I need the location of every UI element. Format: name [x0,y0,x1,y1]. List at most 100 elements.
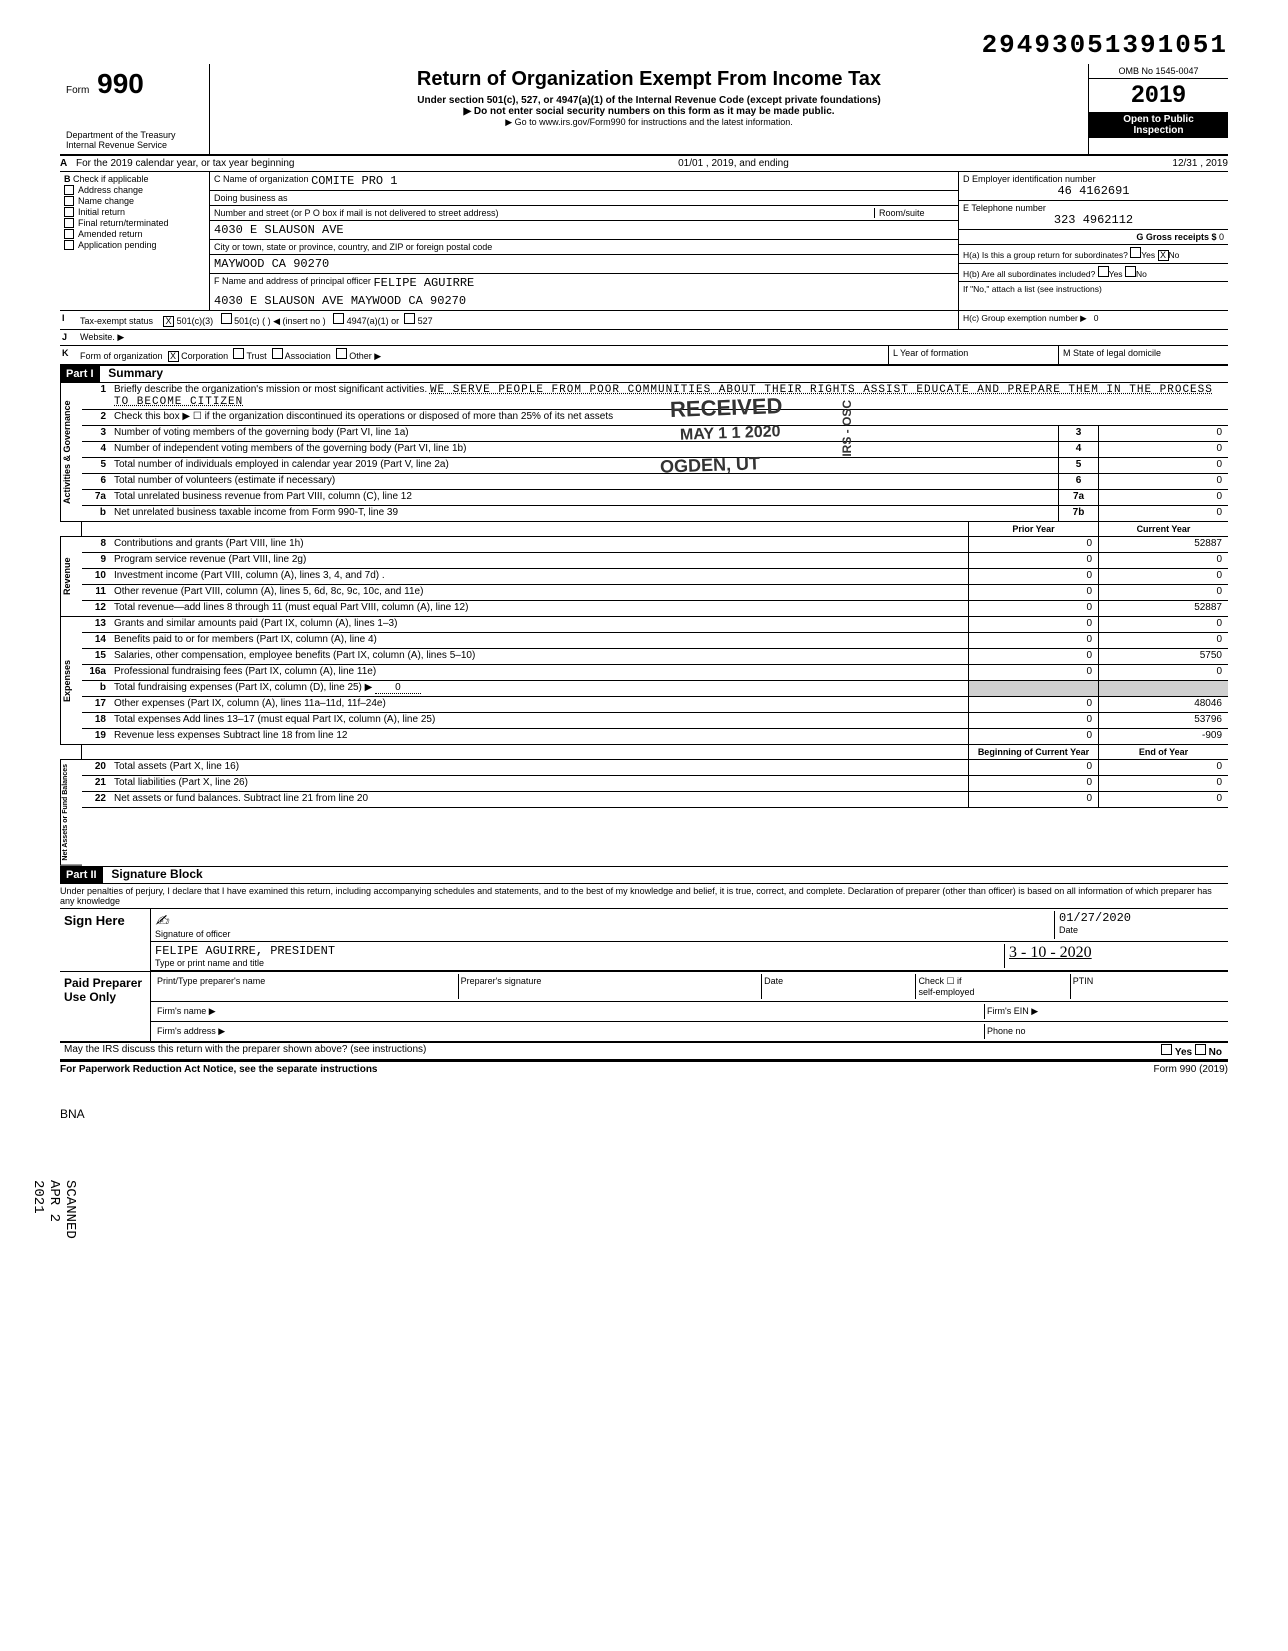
hb-label: H(b) Are all subordinates included? [963,269,1095,279]
chk-amended[interactable] [64,229,74,239]
firm-addr-label: Firm's address ▶ [155,1024,984,1039]
line-6: Total number of volunteers (estimate if … [112,474,1058,489]
chk-4947[interactable] [333,313,344,324]
col-c: C Name of organization COMITE PRO 1 Doin… [210,172,958,310]
dept-treasury: Department of the Treasury [66,130,203,140]
chk-other[interactable] [336,348,347,359]
scanned-stamp: SCANNED APR 2 2021 [30,1180,78,1239]
hdr-prior: Prior Year [968,522,1098,536]
chk-initial-return[interactable] [64,207,74,217]
open-public-1: Open to Public [1091,114,1226,125]
chk-corp[interactable]: X [168,351,179,362]
prep-check-label: Check ☐ if [918,976,1067,987]
num-7a: 7a [1058,490,1098,505]
val-22c: 0 [1098,792,1228,807]
hc-note: If "No," attach a list (see instructions… [959,282,1228,296]
val-9p: 0 [968,553,1098,568]
chk-name-change[interactable] [64,196,74,206]
officer-name: FELIPE AGUIRRE [373,276,474,290]
row-a-begin: 01/01 , 2019, and ending [294,158,1172,169]
val-7b: 0 [1098,506,1228,521]
hdr-current: Current Year [1098,522,1228,536]
chk-final-return[interactable] [64,218,74,228]
sig-date1: 01/27/2020 [1059,911,1224,925]
ha-no: No [1169,250,1180,260]
line-3: Number of voting members of the governin… [112,426,1058,441]
hb-yes: Yes [1109,269,1123,279]
part1-title: Summary [108,366,163,380]
discuss-yes: Yes [1175,1047,1192,1058]
val-5: 0 [1098,458,1228,473]
line-14: Benefits paid to or for members (Part IX… [112,633,968,648]
val-20c: 0 [1098,760,1228,775]
lbl-name-change: Name change [78,196,134,206]
ha-no-chk[interactable]: X [1158,250,1169,261]
chk-501c3[interactable]: X [163,316,174,327]
lbl-address-change: Address change [78,185,143,195]
lbl-initial-return: Initial return [78,207,125,217]
summary-table: Activities & Governance 1 Briefly descri… [60,383,1228,522]
val-19p: 0 [968,729,1098,744]
row-a-text: For the 2019 calendar year, or tax year … [76,158,294,169]
line-4: Number of independent voting members of … [112,442,1058,457]
val-9c: 0 [1098,553,1228,568]
open-public-2: Inspection [1091,125,1226,136]
val-11p: 0 [968,585,1098,600]
val-18c: 53796 [1098,713,1228,728]
hb-yes-chk[interactable] [1098,266,1109,277]
discuss-no-chk[interactable] [1195,1044,1206,1055]
val-20p: 0 [968,760,1098,775]
block-bcd: B Check if applicable Address change Nam… [60,172,1228,311]
d-label: D Employer identification number [963,174,1224,184]
line-12: Total revenue—add lines 8 through 11 (mu… [112,601,968,616]
chk-trust[interactable] [233,348,244,359]
dept-irs: Internal Revenue Service [66,140,203,150]
part1-bar: Part I Summary [60,365,1228,383]
city-state-zip: MAYWOOD CA 90270 [214,257,329,271]
row-a: A For the 2019 calendar year, or tax yea… [60,156,1228,172]
g-value: 0 [1219,232,1224,242]
chk-527[interactable] [404,313,415,324]
vtab-revenue: Revenue [60,537,82,617]
firm-ein-label: Firm's EIN ▶ [984,1004,1224,1019]
line-21: Total liabilities (Part X, line 26) [112,776,968,791]
val-4: 0 [1098,442,1228,457]
label-b: B [64,174,71,184]
prep-date-label: Date [761,974,915,999]
val-19c: -909 [1098,729,1228,744]
ha-yes-chk[interactable] [1130,247,1141,258]
hb-no-chk[interactable] [1125,266,1136,277]
val-13c: 0 [1098,617,1228,632]
chk-assoc[interactable] [272,348,283,359]
discuss-yes-chk[interactable] [1161,1044,1172,1055]
k-text: Form of organization [80,351,163,361]
sign-here-block: Sign Here ✍︎ Signature of officer 01/27/… [60,909,1228,972]
line-16b: Total fundraising expenses (Part IX, col… [114,682,372,693]
form-goto: ▶ Go to www.irs.gov/Form990 for instruct… [218,117,1080,128]
col-headers-2: Beginning of Current Year End of Year [60,745,1228,760]
opt-527: 527 [418,316,433,326]
val-17c: 48046 [1098,697,1228,712]
chk-pending[interactable] [64,240,74,250]
opt-assoc: Association [285,351,331,361]
perjury-text: Under penalties of perjury, I declare th… [60,884,1228,909]
opt-other: Other ▶ [349,351,381,361]
ein: 46 4162691 [963,184,1224,198]
opt-trust: Trust [246,351,266,361]
hdr-begin: Beginning of Current Year [968,745,1098,759]
val-13p: 0 [968,617,1098,632]
val-18p: 0 [968,713,1098,728]
firm-name-label: Firm's name ▶ [155,1004,984,1019]
line-8: Contributions and grants (Part VIII, lin… [112,537,968,552]
hc-label: H(c) Group exemption number ▶ [963,313,1087,323]
i-text: Tax-exempt status [80,316,153,326]
dba-label: Doing business as [214,193,288,203]
name-label: Type or print name and title [155,958,264,968]
header-title-block: Return of Organization Exempt From Incom… [210,64,1088,154]
form-990-page: SCANNED APR 2 2021 29493051391051 Form 9… [60,30,1228,1121]
chk-address-change[interactable] [64,185,74,195]
form-warning: ▶ Do not enter social security numbers o… [218,106,1080,117]
ln-1: 1 [82,383,112,409]
chk-501c[interactable] [221,313,232,324]
val-15p: 0 [968,649,1098,664]
